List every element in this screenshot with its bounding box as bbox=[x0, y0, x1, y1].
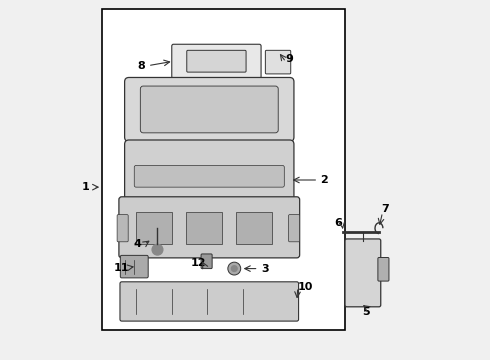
Bar bbox=[102, 9, 345, 330]
FancyBboxPatch shape bbox=[121, 255, 148, 278]
FancyBboxPatch shape bbox=[117, 215, 128, 242]
Text: 4: 4 bbox=[134, 239, 142, 249]
Text: 10: 10 bbox=[298, 282, 314, 292]
Text: 7: 7 bbox=[381, 203, 389, 213]
FancyBboxPatch shape bbox=[378, 257, 389, 281]
Text: 2: 2 bbox=[319, 175, 327, 185]
FancyBboxPatch shape bbox=[172, 44, 261, 78]
Circle shape bbox=[152, 244, 163, 255]
Text: 8: 8 bbox=[138, 61, 145, 71]
Text: 12: 12 bbox=[191, 258, 206, 268]
FancyBboxPatch shape bbox=[266, 50, 291, 74]
FancyBboxPatch shape bbox=[119, 197, 300, 258]
Text: 11: 11 bbox=[114, 262, 129, 273]
FancyBboxPatch shape bbox=[187, 50, 246, 72]
Circle shape bbox=[231, 266, 237, 271]
Text: 5: 5 bbox=[363, 307, 370, 317]
FancyBboxPatch shape bbox=[201, 254, 212, 269]
FancyBboxPatch shape bbox=[134, 166, 284, 187]
Text: 1: 1 bbox=[82, 182, 90, 192]
Text: 6: 6 bbox=[335, 218, 343, 228]
Text: 9: 9 bbox=[286, 54, 294, 64]
FancyBboxPatch shape bbox=[345, 239, 381, 307]
FancyBboxPatch shape bbox=[124, 77, 294, 141]
FancyBboxPatch shape bbox=[124, 140, 294, 201]
Bar bbox=[186, 212, 222, 244]
Text: 3: 3 bbox=[261, 264, 269, 274]
FancyBboxPatch shape bbox=[140, 86, 278, 133]
FancyBboxPatch shape bbox=[120, 282, 298, 321]
Circle shape bbox=[228, 262, 241, 275]
Bar bbox=[236, 212, 272, 244]
Bar bbox=[136, 212, 172, 244]
FancyBboxPatch shape bbox=[289, 215, 300, 242]
